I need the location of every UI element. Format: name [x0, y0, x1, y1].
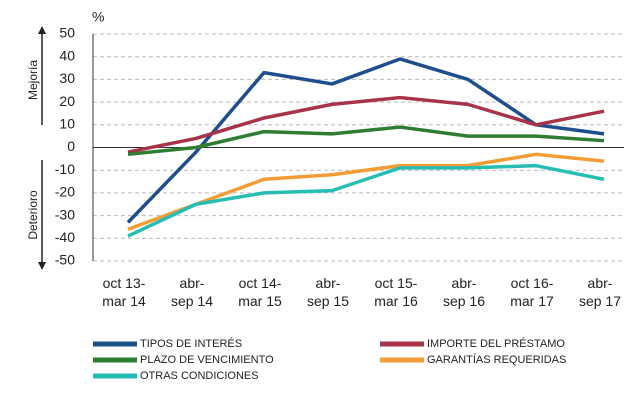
y-tick-label: -40 [55, 229, 75, 245]
legend-label: GARANTÍAS REQUERIDAS [427, 353, 566, 366]
y-tick-label: 10 [59, 116, 75, 132]
arrow-head [38, 26, 46, 34]
x-tick-label: oct 15-mar 16 [374, 275, 418, 309]
y-tick-label: 30 [59, 70, 75, 86]
legend-label: PLAZO DE VENCIMIENTO [140, 354, 274, 366]
y-tick-label: 40 [59, 47, 75, 63]
x-tick-label: abr-sep 16 [443, 275, 485, 309]
series-line [127, 125, 605, 157]
y-tick-label: -10 [55, 161, 75, 177]
legend-label: OTRAS CONDICIONES [140, 370, 259, 382]
y-tick-label: 50 [59, 25, 75, 41]
unit-label: % [92, 9, 104, 25]
series-line [127, 95, 605, 154]
series-line [127, 152, 605, 231]
x-tick-label: oct 14-mar 15 [238, 275, 282, 309]
legend-label: TIPOS DE INTERÉS [140, 337, 242, 350]
x-tick-label: abr-sep 15 [307, 275, 349, 309]
legend-label: IMPORTE DEL PRÉSTAMO [427, 337, 565, 350]
y-tick-label: -30 [55, 206, 75, 222]
y-tick-label: 20 [59, 93, 75, 109]
x-tick-label: abr-sep 14 [171, 275, 213, 309]
side-label: Deterioro [26, 190, 40, 240]
x-tick-label: oct 13-mar 14 [102, 275, 146, 309]
arrow-head [38, 262, 46, 270]
y-tick-label: -50 [55, 252, 75, 268]
series-line [127, 163, 605, 238]
x-tick-label: abr-sep 17 [579, 275, 621, 309]
y-tick-label: -20 [55, 184, 75, 200]
side-label: Mejoría [26, 60, 40, 100]
y-tick-label: 0 [67, 138, 75, 154]
x-tick-label: oct 16-mar 17 [510, 275, 554, 309]
series-line [126, 57, 605, 224]
